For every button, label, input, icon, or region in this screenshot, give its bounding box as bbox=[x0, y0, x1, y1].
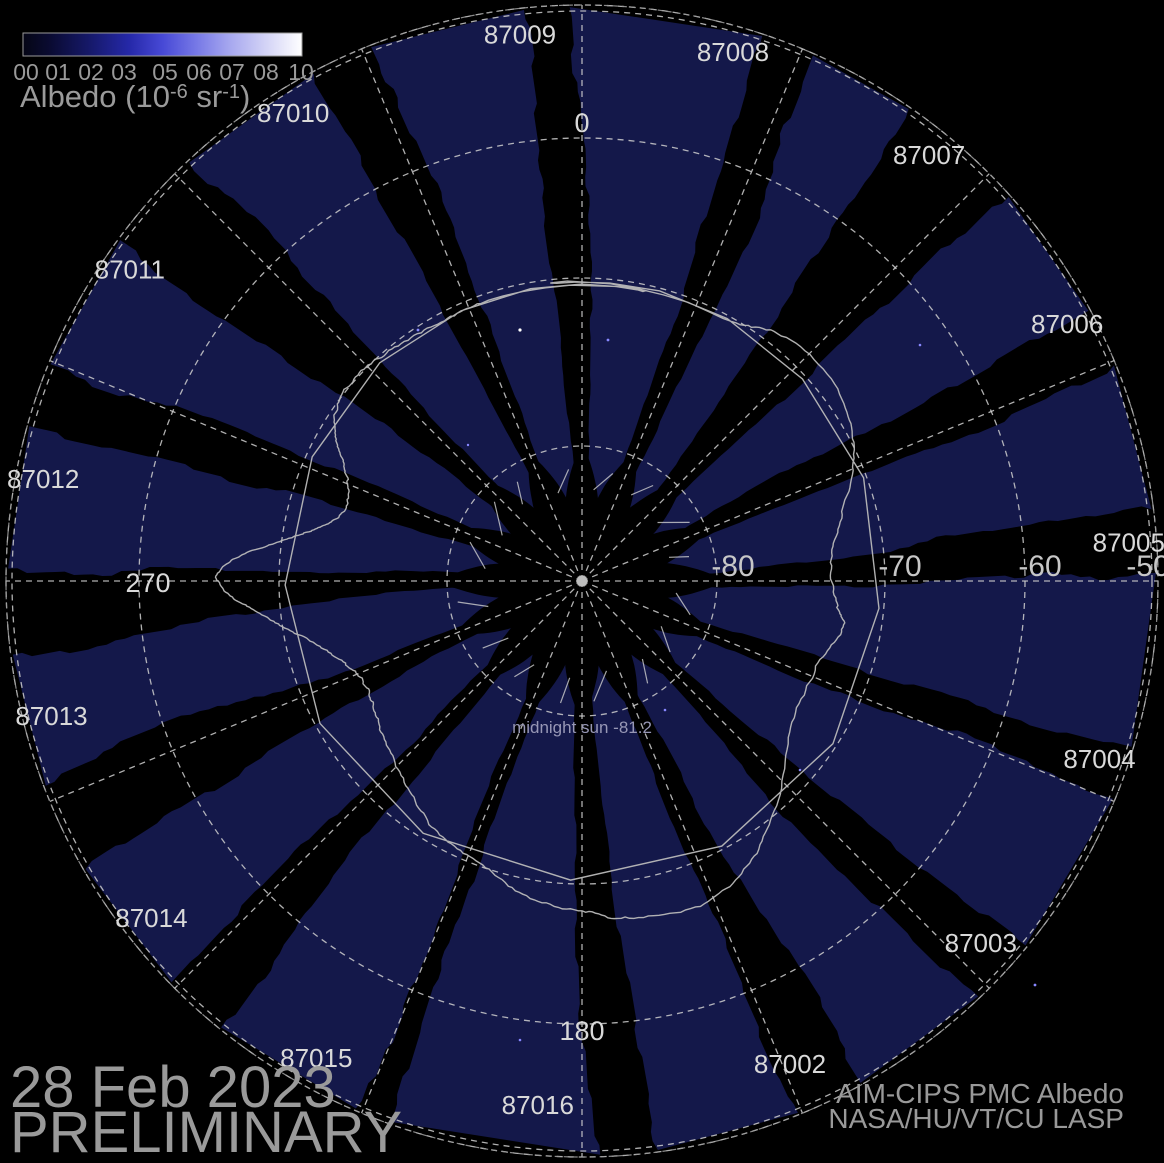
svg-text:87011: 87011 bbox=[95, 254, 165, 284]
svg-text:87004: 87004 bbox=[1063, 744, 1135, 774]
svg-text:87008: 87008 bbox=[697, 37, 769, 67]
svg-text:-70: -70 bbox=[878, 550, 921, 583]
svg-text:0: 0 bbox=[574, 108, 589, 138]
svg-text:87012: 87012 bbox=[7, 464, 79, 494]
svg-text:87006: 87006 bbox=[1031, 309, 1103, 339]
svg-text:NASA/HU/VT/CU LASP: NASA/HU/VT/CU LASP bbox=[828, 1103, 1124, 1134]
svg-text:-60: -60 bbox=[1018, 550, 1061, 583]
svg-text:87010: 87010 bbox=[257, 98, 329, 128]
svg-text:-50: -50 bbox=[1126, 550, 1164, 583]
svg-text:87007: 87007 bbox=[893, 140, 965, 170]
svg-text:87016: 87016 bbox=[502, 1090, 574, 1120]
svg-text:87013: 87013 bbox=[15, 701, 87, 731]
svg-text:87014: 87014 bbox=[115, 903, 187, 933]
svg-text:87009: 87009 bbox=[484, 19, 556, 49]
svg-text:87003: 87003 bbox=[945, 928, 1017, 958]
svg-text:180: 180 bbox=[559, 1016, 604, 1046]
svg-text:-80: -80 bbox=[711, 550, 754, 583]
svg-text:87002: 87002 bbox=[754, 1049, 826, 1079]
svg-text:Albedo (10-6 sr-1): Albedo (10-6 sr-1) bbox=[20, 79, 250, 114]
svg-text:midnight sun -81.2: midnight sun -81.2 bbox=[512, 718, 652, 737]
svg-text:08: 08 bbox=[253, 59, 279, 85]
svg-text:PRELIMINARY: PRELIMINARY bbox=[10, 1100, 402, 1163]
svg-text:10: 10 bbox=[288, 59, 314, 85]
svg-text:270: 270 bbox=[125, 568, 170, 598]
